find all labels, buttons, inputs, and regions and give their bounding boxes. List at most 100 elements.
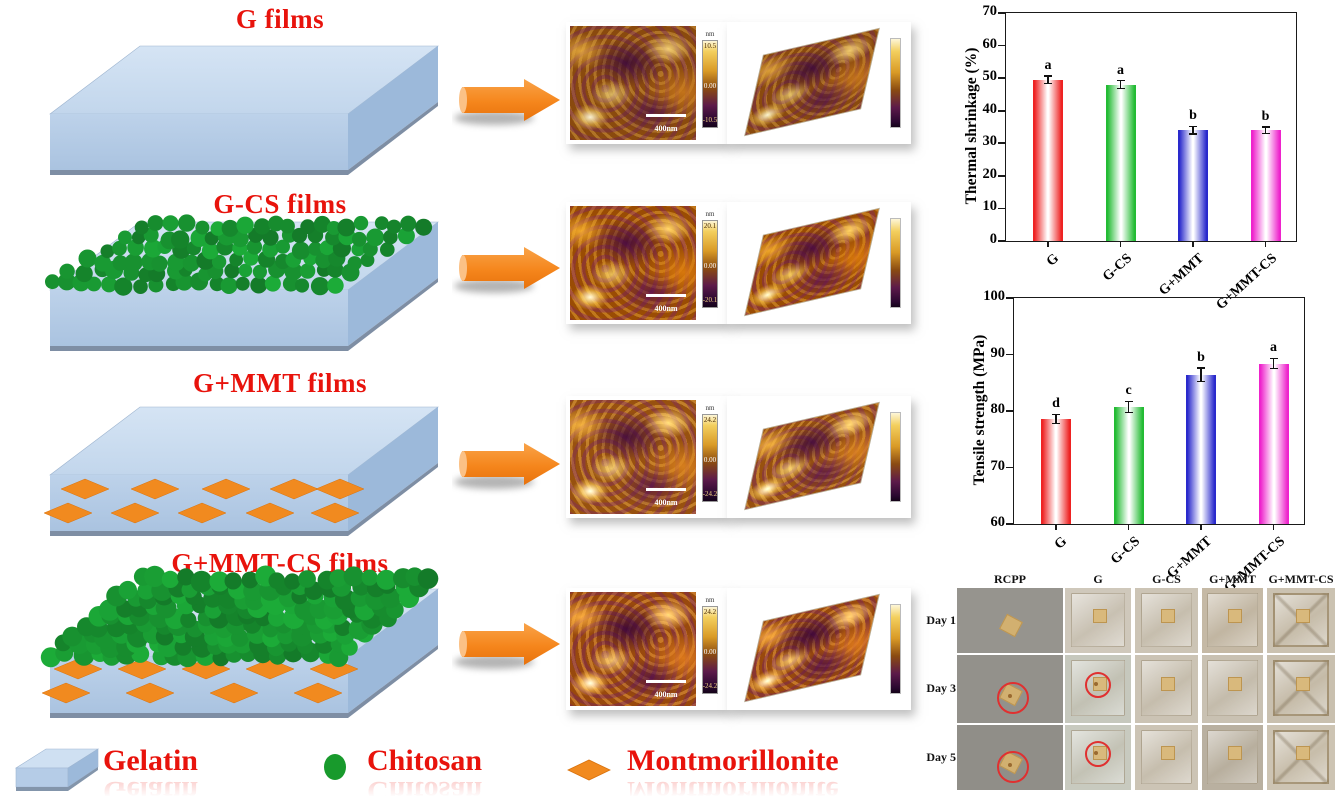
colorbar-unit: nm bbox=[705, 30, 715, 38]
error-bar bbox=[1264, 127, 1267, 134]
photo-G+MMT-CS-day-5 bbox=[1267, 725, 1335, 790]
error-bar-cap bbox=[1116, 80, 1125, 82]
colorbar-mid: 0.00 bbox=[703, 456, 717, 464]
film-sample bbox=[1295, 745, 1310, 760]
colorbar-gradient bbox=[702, 606, 718, 694]
afm-2d-image-g-mmt-cs: nm 24.2 0.00 -24.2 400nm bbox=[566, 588, 728, 710]
y-tick-label: 60 bbox=[982, 35, 998, 52]
y-tick-label: 0 bbox=[989, 231, 997, 247]
photo-G+MMT-CS-day-1 bbox=[1267, 588, 1335, 653]
colorbar-min: -20.1 bbox=[702, 296, 718, 304]
pouch bbox=[1135, 725, 1198, 790]
x-tick bbox=[1272, 524, 1275, 530]
error-bar bbox=[1127, 401, 1130, 413]
afm-3d-image-g-mmt bbox=[727, 396, 911, 518]
error-bar-cap bbox=[1052, 422, 1061, 425]
afm-3d-surface bbox=[744, 401, 880, 511]
colorbar-gradient bbox=[702, 414, 718, 502]
photo-G+MMT-day-5 bbox=[1202, 725, 1263, 790]
photo-G-day-3 bbox=[1065, 655, 1131, 723]
gelatin-slab-icon bbox=[14, 748, 100, 791]
legend-item-chitosan: Chitosan Chitosan bbox=[367, 744, 483, 796]
legend-item-gelatin: Gelatin Gelatin bbox=[103, 744, 198, 796]
sig-letter: a bbox=[1270, 340, 1278, 356]
bar-G bbox=[1041, 418, 1072, 524]
column-header-G+MMT-CS: G+MMT-CS bbox=[1268, 572, 1334, 586]
y-tick bbox=[998, 240, 1006, 242]
film-sample bbox=[998, 614, 1023, 638]
film-sample bbox=[1295, 676, 1310, 691]
column-header-G: G bbox=[1093, 572, 1103, 586]
bar-G bbox=[1033, 79, 1064, 241]
legend-label-chitosan: Chitosan bbox=[367, 744, 483, 777]
y-tick-label: 90 bbox=[990, 344, 1006, 361]
column-header-RCPP: RCPP bbox=[994, 572, 1026, 586]
film-sample bbox=[1227, 608, 1242, 623]
colorbar-unit: nm bbox=[705, 404, 715, 412]
scale-bar-line bbox=[646, 488, 686, 491]
pouch bbox=[1065, 588, 1131, 653]
afm-colorbar: nm 10.5 0.00 -10.5 bbox=[702, 30, 718, 134]
error-bar-cap bbox=[1189, 133, 1198, 135]
sig-letter: a bbox=[1044, 57, 1052, 73]
error-bar-cap bbox=[1052, 413, 1061, 416]
column-header-G-CS: G-CS bbox=[1152, 572, 1181, 586]
scale-bar-label: 400nm bbox=[654, 690, 678, 699]
film-title-g-mmt: G+MMT films bbox=[192, 368, 368, 398]
error-bar bbox=[1272, 358, 1275, 369]
afm-2d-texture bbox=[570, 26, 696, 140]
y-tick bbox=[1006, 523, 1014, 525]
bar-G-CS bbox=[1105, 84, 1136, 241]
afm-3d-colorbar bbox=[890, 38, 901, 128]
error-bar bbox=[1200, 368, 1202, 382]
colorbar-unit: nm bbox=[705, 596, 715, 604]
bar-G+MMT bbox=[1178, 130, 1209, 241]
bar-G-CS bbox=[1113, 407, 1144, 524]
y-tick-label: 30 bbox=[982, 133, 998, 150]
row-label-day-3: Day 3 bbox=[926, 681, 956, 695]
photo-G-day-1 bbox=[1065, 588, 1131, 653]
arrow-icon bbox=[454, 247, 560, 293]
x-category-label: G-CS bbox=[1099, 251, 1135, 285]
pouch bbox=[1202, 655, 1263, 723]
photo-G-CS-day-3 bbox=[1135, 655, 1198, 723]
error-bar-cap bbox=[1124, 411, 1133, 414]
y-tick bbox=[998, 207, 1006, 210]
film-sample bbox=[1227, 676, 1242, 691]
photo-G+MMT-CS-day-3 bbox=[1267, 655, 1335, 723]
pouch bbox=[1202, 588, 1263, 653]
sig-letter: b bbox=[1197, 350, 1205, 366]
colorbar-max: 24.2 bbox=[703, 608, 717, 616]
montmorillonite-diamond-icon bbox=[567, 759, 611, 781]
spoilage-dot bbox=[1007, 694, 1012, 699]
x-tick bbox=[1264, 241, 1267, 247]
afm-2d-texture bbox=[570, 206, 696, 320]
afm-3d-image-g bbox=[727, 22, 911, 144]
film-diagram-g-mmt-cs bbox=[40, 565, 439, 718]
colorbar-gradient bbox=[702, 220, 718, 308]
sig-letter: c bbox=[1125, 383, 1132, 399]
colorbar-min: -24.2 bbox=[702, 490, 718, 498]
afm-3d-colorbar bbox=[890, 412, 901, 502]
film-sample bbox=[1092, 608, 1107, 623]
afm-2d-image-g-mmt: nm 24.2 0.00 -24.2 400nm bbox=[566, 396, 728, 518]
spoilage-marker-circle bbox=[997, 682, 1030, 715]
spoilage-marker-circle bbox=[1084, 672, 1111, 698]
scale-bar-line bbox=[646, 114, 686, 117]
y-tick bbox=[1006, 466, 1014, 469]
scale-bar-label: 400nm bbox=[654, 124, 678, 133]
scale-bar: 400nm bbox=[646, 680, 686, 702]
bar-G+MMT bbox=[1186, 374, 1217, 524]
chitosan-circle-icon bbox=[324, 754, 346, 780]
scale-bar-label: 400nm bbox=[654, 304, 678, 313]
x-category-label: G bbox=[1051, 534, 1071, 553]
colorbar-unit: nm bbox=[705, 210, 715, 218]
afm-3d-image-g-cs bbox=[727, 202, 911, 324]
spoilage-dot bbox=[1007, 762, 1012, 767]
photo-RCPP-day-1 bbox=[957, 588, 1063, 653]
scale-bar: 400nm bbox=[646, 488, 686, 510]
error-bar-cap bbox=[1197, 367, 1206, 369]
y-tick bbox=[1006, 410, 1014, 412]
film-sample bbox=[1161, 608, 1176, 623]
